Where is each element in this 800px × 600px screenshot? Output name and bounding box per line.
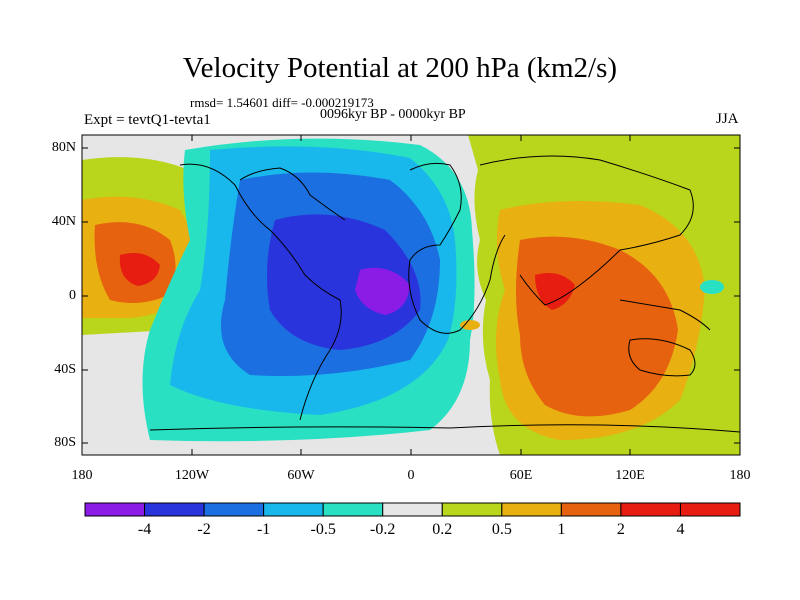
colorbar-box <box>322 502 384 517</box>
chart-title: Velocity Potential at 200 hPa (km2/s) <box>182 52 618 84</box>
colorbar-box <box>84 502 146 517</box>
colorbar-label: 0.2 <box>432 521 453 538</box>
contour-negative-4 <box>355 267 410 315</box>
lon-label: 180 <box>729 468 751 483</box>
contour-negative-4-small <box>318 265 342 285</box>
colorbar-box <box>679 502 741 517</box>
lat-label: 40S <box>54 362 76 377</box>
lat-label: 0 <box>69 288 76 303</box>
contour-small-feature <box>700 280 724 294</box>
experiment-label: Expt = tevtQ1-tevta1 <box>84 112 211 128</box>
stats-text: rmsd= 1.54601 diff= -0.000219173 <box>190 95 374 110</box>
coastlines <box>149 155 740 433</box>
colorbar-label: -1 <box>256 521 271 538</box>
lon-label: 120W <box>174 468 210 483</box>
colorbar-box <box>263 502 324 517</box>
lon-label: 120E <box>615 468 645 483</box>
colorbar-label: -2 <box>197 521 211 538</box>
lon-label: 0 <box>407 468 415 483</box>
contour-positive-pacific-2 <box>119 252 160 286</box>
lon-label: 60W <box>287 468 315 483</box>
period-text: 0096kyr BP - 0000kyr BP <box>320 107 466 122</box>
contour-small-feature-2 <box>460 320 480 330</box>
colorbar-label: 2 <box>616 521 625 538</box>
contour-positive-2 <box>535 272 575 310</box>
colorbar-label: 1 <box>557 521 566 538</box>
colorbar-label: -4 <box>137 521 152 538</box>
colorbar-label: -0.5 <box>310 521 336 538</box>
lat-label: 80S <box>54 435 76 450</box>
colorbar-label: 0.5 <box>491 521 512 538</box>
season-label: JJA <box>716 111 739 127</box>
lon-label: 60E <box>509 468 533 483</box>
colorbar-box <box>441 502 503 517</box>
colorbar-label: -0.2 <box>370 521 396 538</box>
colorbar-box <box>501 502 562 517</box>
tick-marks <box>82 135 740 455</box>
colorbar-label: 4 <box>676 521 685 538</box>
colorbar-box <box>382 502 443 517</box>
lon-label: 180 <box>71 468 93 483</box>
colorbar-box <box>560 502 622 517</box>
lat-label: 40N <box>51 214 76 229</box>
colorbar-box <box>203 502 265 517</box>
lat-label: 80N <box>51 140 76 155</box>
colorbar-box <box>620 502 681 517</box>
colorbar-box <box>144 502 205 517</box>
contour-negative-2 <box>266 214 421 350</box>
